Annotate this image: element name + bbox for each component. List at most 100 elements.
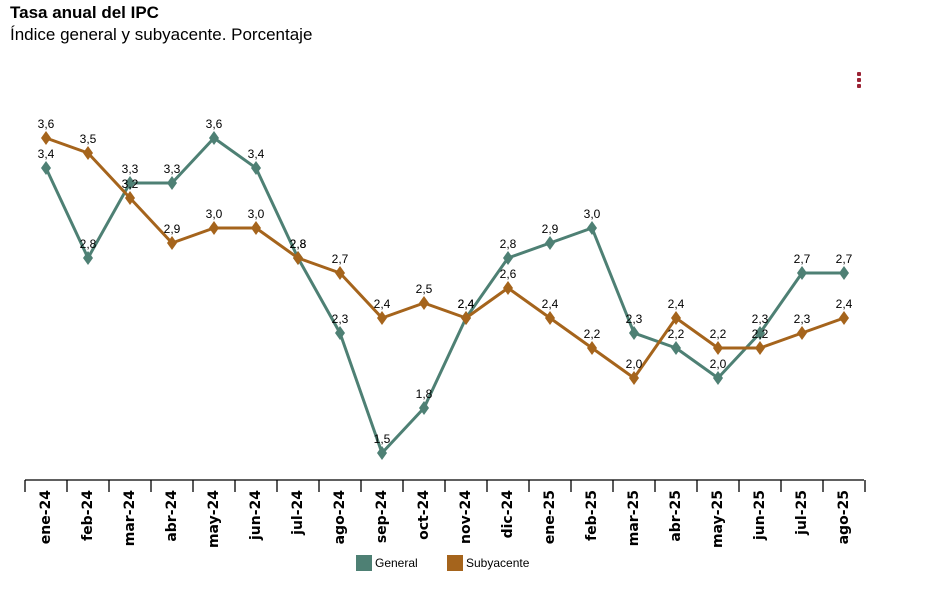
- data-point-general[interactable]: [671, 341, 681, 355]
- data-label-general: 2,7: [836, 252, 853, 266]
- data-point-subyacente[interactable]: [419, 296, 429, 310]
- x-tick-label: mar-24: [122, 490, 138, 546]
- data-label-subyacente: 2,4: [668, 297, 685, 311]
- data-point-general[interactable]: [503, 251, 513, 265]
- data-point-general[interactable]: [83, 251, 93, 265]
- data-point-subyacente[interactable]: [839, 311, 849, 325]
- data-point-general[interactable]: [377, 446, 387, 460]
- data-label-general: 2,7: [794, 252, 811, 266]
- x-tick-label: feb-24: [80, 490, 96, 541]
- data-label-subyacente: 3,0: [248, 207, 265, 221]
- data-label-subyacente: 3,5: [80, 132, 97, 146]
- data-point-general[interactable]: [713, 371, 723, 385]
- legend-swatch: [356, 555, 372, 571]
- x-tick-label: jun-24: [248, 490, 264, 541]
- data-label-general: 1,8: [416, 387, 433, 401]
- data-point-general[interactable]: [251, 161, 261, 175]
- x-tick-label: ene-25: [542, 490, 558, 544]
- data-label-subyacente: 2,4: [374, 297, 391, 311]
- x-tick-label: jul-24: [290, 490, 306, 536]
- data-point-subyacente[interactable]: [377, 311, 387, 325]
- data-label-subyacente: 2,2: [752, 327, 769, 341]
- data-point-general[interactable]: [839, 266, 849, 280]
- data-label-subyacente: 2,4: [836, 297, 853, 311]
- x-tick-label: ene-24: [38, 490, 54, 545]
- legend-swatch: [447, 555, 463, 571]
- legend-label: General: [375, 556, 418, 570]
- legend-label: Subyacente: [466, 556, 530, 570]
- x-tick-label: feb-25: [584, 490, 600, 541]
- data-point-subyacente[interactable]: [125, 191, 135, 205]
- data-label-subyacente: 3,0: [206, 207, 223, 221]
- data-point-subyacente[interactable]: [167, 236, 177, 250]
- data-point-subyacente[interactable]: [629, 371, 639, 385]
- x-tick-label: mar-25: [626, 490, 642, 546]
- legend-item-general[interactable]: General: [356, 555, 418, 571]
- data-label-general: 3,4: [38, 147, 55, 161]
- data-point-general[interactable]: [167, 176, 177, 190]
- data-label-general: 2,0: [710, 357, 727, 371]
- data-point-general[interactable]: [209, 131, 219, 145]
- data-point-subyacente[interactable]: [251, 221, 261, 235]
- data-label-general: 2,8: [500, 237, 517, 251]
- data-point-general[interactable]: [755, 326, 765, 340]
- series-line-general: [44, 136, 844, 455]
- data-point-subyacente[interactable]: [755, 341, 765, 355]
- data-point-general[interactable]: [419, 401, 429, 415]
- x-tick-label: oct-24: [416, 490, 432, 540]
- data-label-general: 2,2: [668, 327, 685, 341]
- data-label-general: 2,4: [458, 297, 475, 311]
- data-point-subyacente[interactable]: [293, 251, 303, 265]
- data-point-subyacente[interactable]: [587, 341, 597, 355]
- data-label-general: 3,0: [584, 207, 601, 221]
- data-label-general: 2,3: [752, 312, 769, 326]
- data-label-general: 3,3: [122, 162, 139, 176]
- data-point-subyacente[interactable]: [671, 311, 681, 325]
- data-label-subyacente: 2,0: [626, 357, 643, 371]
- data-point-subyacente[interactable]: [545, 311, 555, 325]
- data-label-general: 2,3: [626, 312, 643, 326]
- data-label-general: 3,6: [206, 117, 223, 131]
- data-label-general: 2,9: [542, 222, 559, 236]
- data-point-general[interactable]: [629, 326, 639, 340]
- data-point-general[interactable]: [545, 236, 555, 250]
- x-tick-label: jul-25: [794, 490, 810, 536]
- x-tick-label: abr-24: [164, 490, 180, 542]
- data-label-subyacente: 2,5: [416, 282, 433, 296]
- data-point-subyacente[interactable]: [83, 146, 93, 160]
- data-label-subyacente: 2,9: [164, 222, 181, 236]
- data-point-general[interactable]: [125, 176, 135, 190]
- data-point-general[interactable]: [335, 326, 345, 340]
- x-tick-label: may-24: [206, 490, 222, 548]
- legend-item-subyacente[interactable]: Subyacente: [447, 555, 530, 571]
- data-label-subyacente: 3,6: [38, 117, 55, 131]
- x-tick-label: sep-24: [374, 490, 390, 543]
- x-tick-label: dic-24: [500, 490, 516, 539]
- data-point-subyacente[interactable]: [41, 131, 51, 145]
- data-point-subyacente[interactable]: [797, 326, 807, 340]
- chart-title: Tasa anual del IPC: [10, 3, 159, 22]
- data-label-general: 1,5: [374, 432, 391, 446]
- data-label-subyacente: 3,2: [122, 177, 139, 191]
- data-point-subyacente[interactable]: [713, 341, 723, 355]
- chart-menu-icon[interactable]: [848, 66, 870, 96]
- x-tick-label: ago-25: [836, 490, 852, 544]
- data-label-subyacente: 2,7: [332, 252, 349, 266]
- data-point-subyacente[interactable]: [461, 311, 471, 325]
- data-point-subyacente[interactable]: [209, 221, 219, 235]
- data-point-general[interactable]: [587, 221, 597, 235]
- data-point-general[interactable]: [797, 266, 807, 280]
- x-tick-label: jun-25: [752, 490, 768, 541]
- data-point-subyacente[interactable]: [335, 266, 345, 280]
- data-label-general: 3,3: [164, 162, 181, 176]
- chart-subtitle: Índice general y subyacente. Porcentaje: [10, 25, 313, 44]
- data-label-subyacente: 2,8: [290, 237, 307, 251]
- data-label-general: 2,8: [290, 237, 307, 251]
- series-line-subyacente: [45, 136, 845, 380]
- data-point-general[interactable]: [41, 161, 51, 175]
- data-label-subyacente: 2,3: [794, 312, 811, 326]
- data-label-subyacente: 2,2: [584, 327, 601, 341]
- data-label-subyacente: 2,6: [500, 267, 517, 281]
- data-point-subyacente[interactable]: [503, 281, 513, 295]
